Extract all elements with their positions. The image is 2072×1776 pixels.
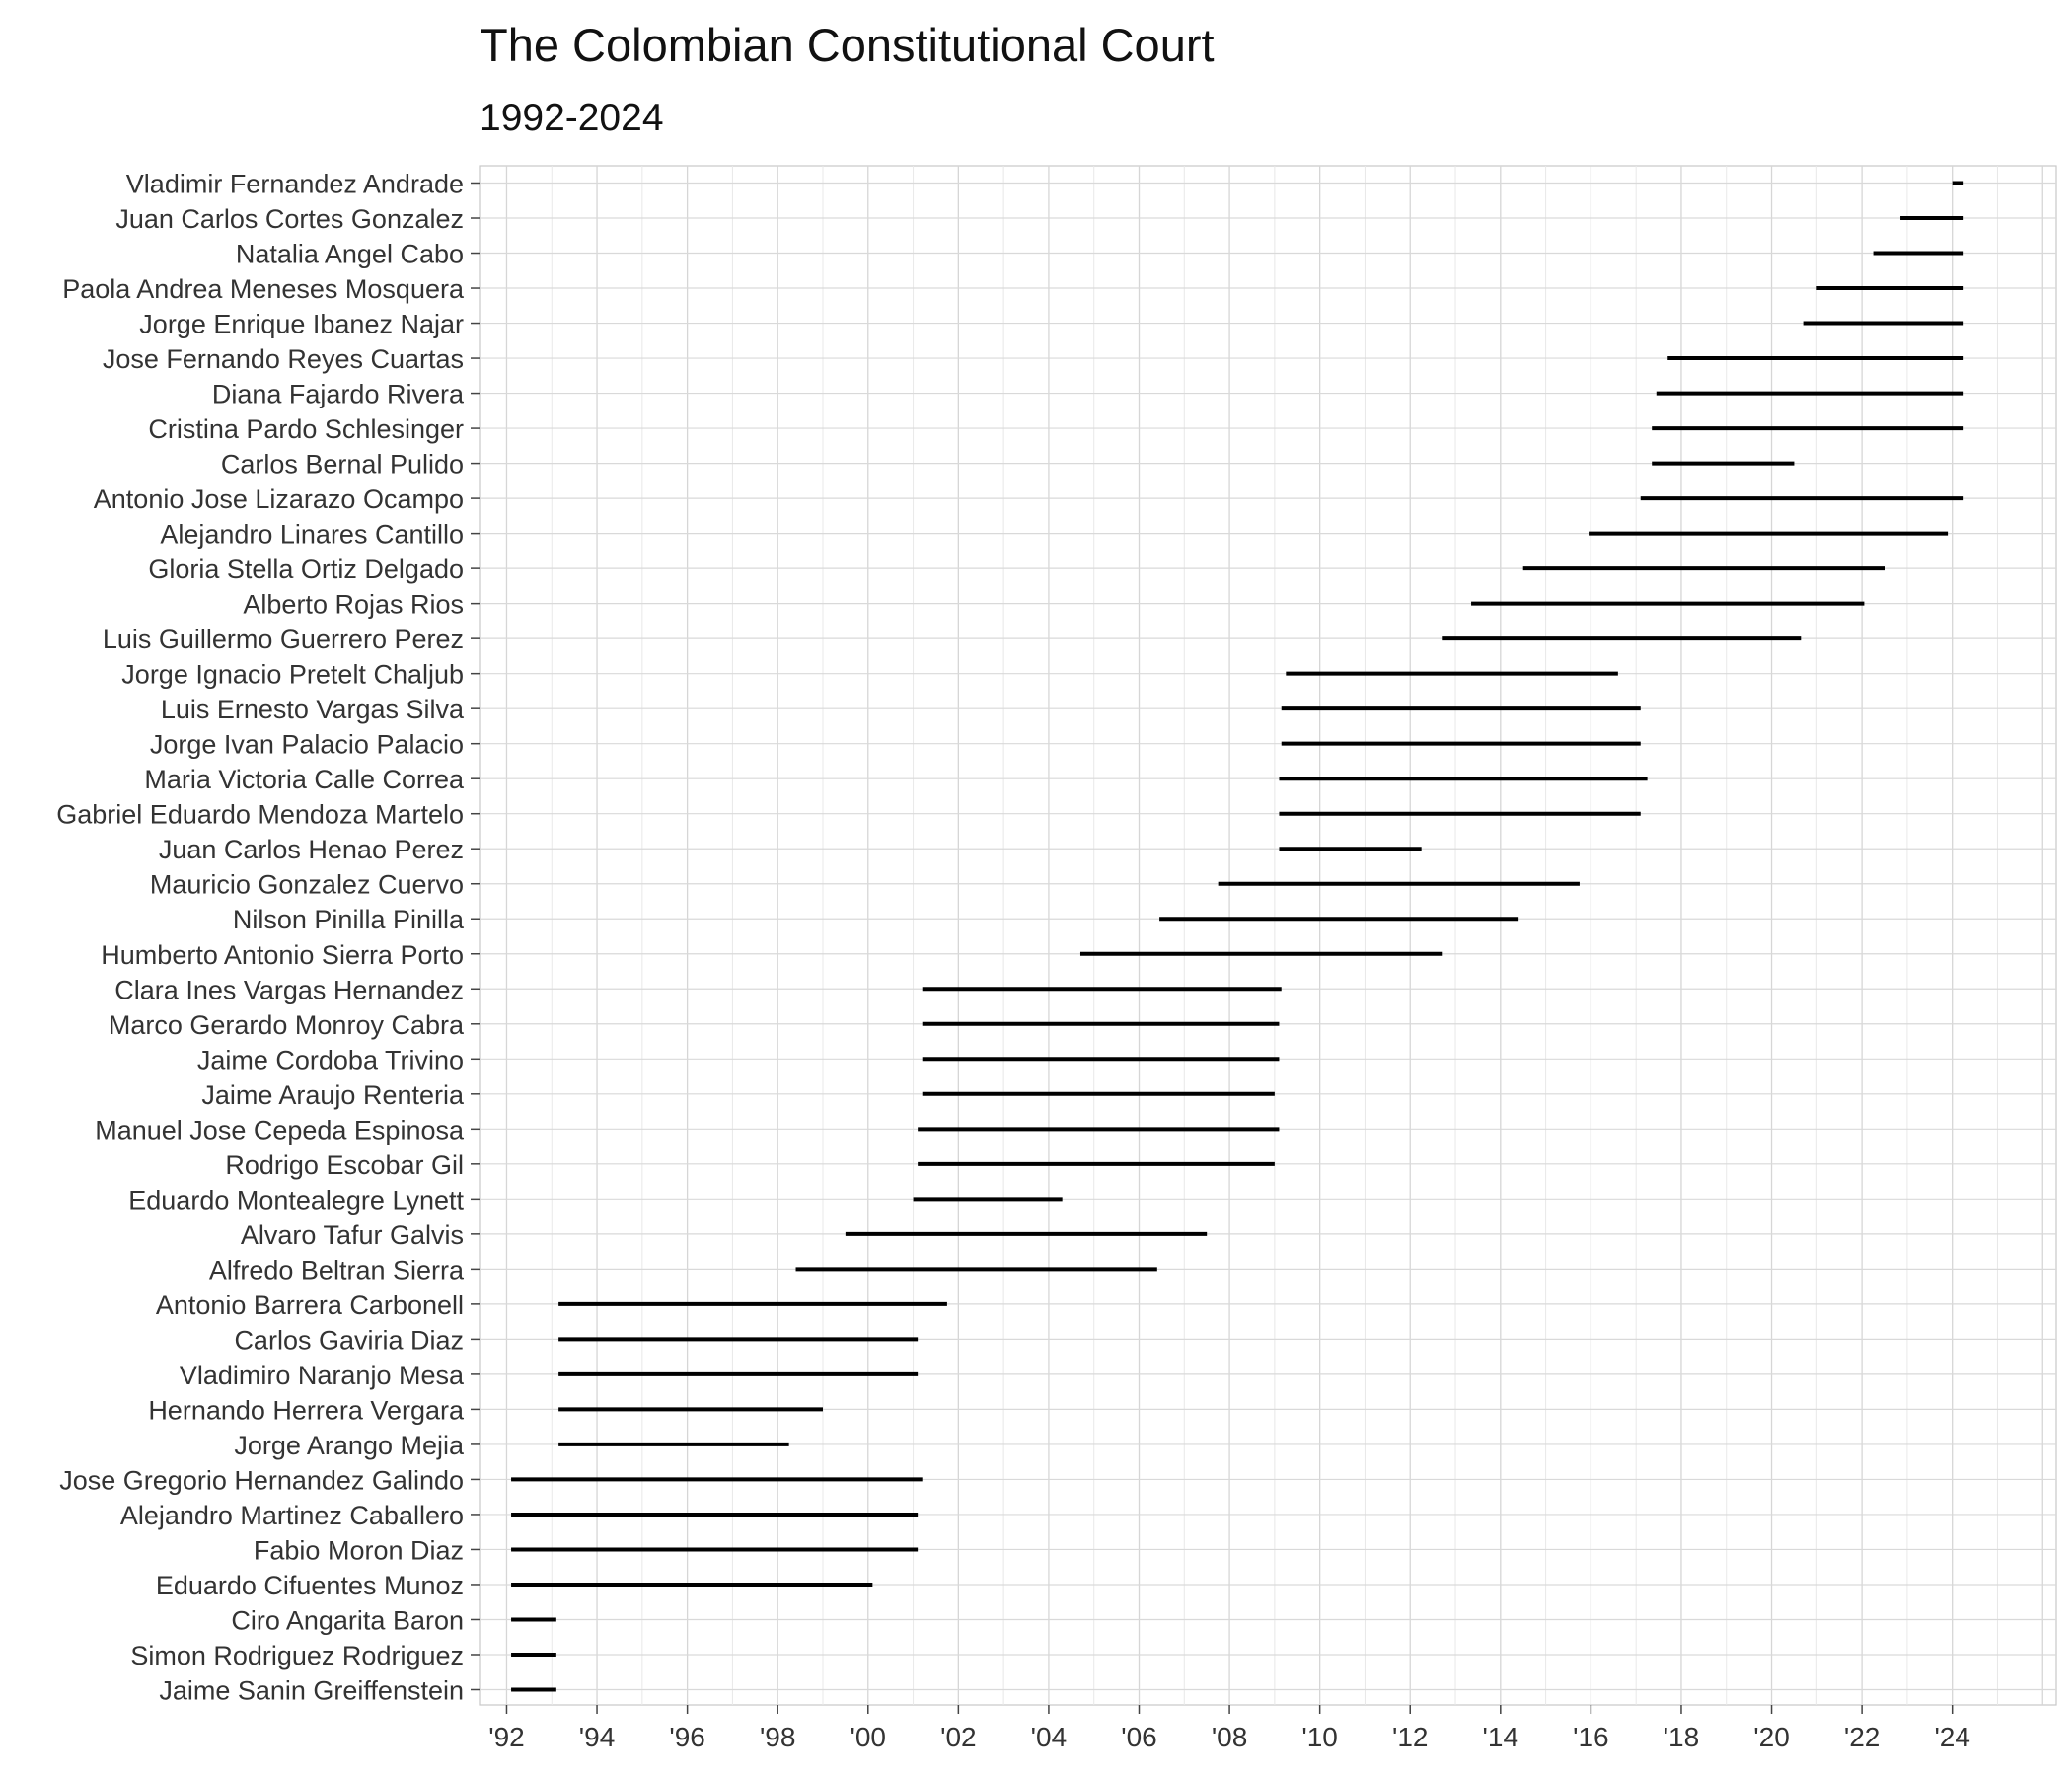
justice-name-label: Alejandro Linares Cantillo — [160, 520, 464, 550]
justice-name-label: Rodrigo Escobar Gil — [225, 1150, 464, 1180]
justice-name-label: Juan Carlos Cortes Gonzalez — [115, 204, 464, 234]
justice-name-label: Carlos Bernal Pulido — [221, 450, 464, 480]
justice-name-label: Jorge Enrique Ibanez Najar — [139, 310, 464, 339]
justice-name-label: Alberto Rojas Rios — [243, 590, 464, 620]
justice-name-label: Gloria Stella Ortiz Delgado — [148, 555, 464, 584]
x-tick-label: '10 — [1301, 1722, 1338, 1752]
justice-name-label: Manuel Jose Cepeda Espinosa — [95, 1115, 465, 1145]
justice-name-label: Jaime Cordoba Trivino — [197, 1045, 464, 1074]
x-axis-labels: '92 '94 '96 '98 '00 '02 '04 '06 '08 '10 '12 '14 '16 '… — [488, 1705, 1970, 1752]
justice-name-label: Alvaro Tafur Galvis — [241, 1221, 464, 1250]
justice-name-label: Jorge Ignacio Pretelt Chaljub — [121, 660, 464, 690]
x-tick-label: '16 — [1573, 1722, 1609, 1752]
justice-name-label: Nilson Pinilla Pinilla — [233, 905, 465, 934]
x-tick-label: '08 — [1212, 1722, 1248, 1752]
justice-name-label: Paola Andrea Meneses Mosquera — [62, 274, 465, 304]
x-tick-label: '00 — [851, 1722, 887, 1752]
x-tick-label: '24 — [1934, 1722, 1970, 1752]
x-tick-label: '22 — [1844, 1722, 1881, 1752]
justice-name-label: Jaime Sanin Greiffenstein — [159, 1676, 464, 1706]
justice-name-label: Antonio Jose Lizarazo Ocampo — [94, 484, 464, 514]
x-tick-label: '98 — [760, 1722, 796, 1752]
chart-title: The Colombian Constitutional Court — [480, 19, 1215, 71]
justice-name-label: Humberto Antonio Sierra Porto — [101, 940, 464, 970]
justice-name-label: Ciro Angarita Baron — [231, 1605, 464, 1635]
justice-name-label: Maria Victoria Calle Correa — [144, 765, 465, 794]
x-tick-label: '04 — [1031, 1722, 1068, 1752]
justice-name-label: Alfredo Beltran Sierra — [209, 1255, 465, 1285]
x-tick-label: '92 — [488, 1722, 525, 1752]
justice-name-label: Luis Guillermo Guerrero Perez — [103, 625, 464, 654]
chart-subtitle: 1992-2024 — [480, 97, 664, 139]
x-tick-label: '18 — [1664, 1722, 1700, 1752]
x-tick-label: '14 — [1483, 1722, 1519, 1752]
justice-name-label: Eduardo Cifuentes Munoz — [156, 1571, 464, 1600]
justice-name-label: Marco Gerardo Monroy Cabra — [109, 1010, 465, 1040]
justice-name-label: Jose Fernando Reyes Cuartas — [103, 344, 464, 374]
x-tick-label: '96 — [669, 1722, 705, 1752]
justice-name-label: Luis Ernesto Vargas Silva — [161, 695, 465, 724]
grid-layer — [479, 165, 2057, 1706]
x-tick-label: '20 — [1753, 1722, 1790, 1752]
justice-name-label: Eduardo Montealegre Lynett — [128, 1185, 464, 1215]
justice-name-label: Jorge Ivan Palacio Palacio — [150, 730, 464, 760]
bars-layer — [511, 181, 1964, 1692]
y-axis-labels: Vladimir Fernandez Andrade Juan Carlos Co… — [56, 170, 480, 1706]
justice-name-label: Jorge Arango Mejia — [234, 1431, 465, 1460]
x-tick-label: '94 — [579, 1722, 616, 1752]
justice-name-label: Vladimiro Naranjo Mesa — [180, 1361, 465, 1390]
x-tick-label: '06 — [1121, 1722, 1157, 1752]
justice-name-label: Simon Rodriguez Rodriguez — [130, 1641, 464, 1670]
justice-name-label: Gabriel Eduardo Mendoza Martelo — [56, 800, 464, 830]
justice-name-label: Natalia Angel Cabo — [236, 240, 464, 269]
justice-name-label: Jaime Araujo Renteria — [201, 1080, 465, 1110]
x-tick-label: '12 — [1392, 1722, 1429, 1752]
justice-name-label: Fabio Moron Diaz — [254, 1535, 464, 1565]
justice-name-label: Antonio Barrera Carbonell — [156, 1291, 464, 1320]
justice-name-label: Alejandro Martinez Caballero — [120, 1501, 464, 1530]
justice-name-label: Mauricio Gonzalez Cuervo — [150, 870, 464, 900]
justice-name-label: Jose Gregorio Hernandez Galindo — [59, 1465, 464, 1495]
justice-name-label: Vladimir Fernandez Andrade — [126, 170, 464, 199]
x-tick-label: '02 — [940, 1722, 977, 1752]
justice-name-label: Diana Fajardo Rivera — [212, 380, 465, 409]
justice-name-label: Juan Carlos Henao Perez — [159, 835, 464, 864]
justice-name-label: Carlos Gaviria Diaz — [234, 1325, 464, 1355]
justice-name-label: Clara Ines Vargas Hernandez — [114, 975, 464, 1004]
plot-panel — [479, 165, 2057, 1706]
justice-name-label: Cristina Pardo Schlesinger — [148, 414, 464, 444]
justice-name-label: Hernando Herrera Vergara — [148, 1395, 465, 1425]
